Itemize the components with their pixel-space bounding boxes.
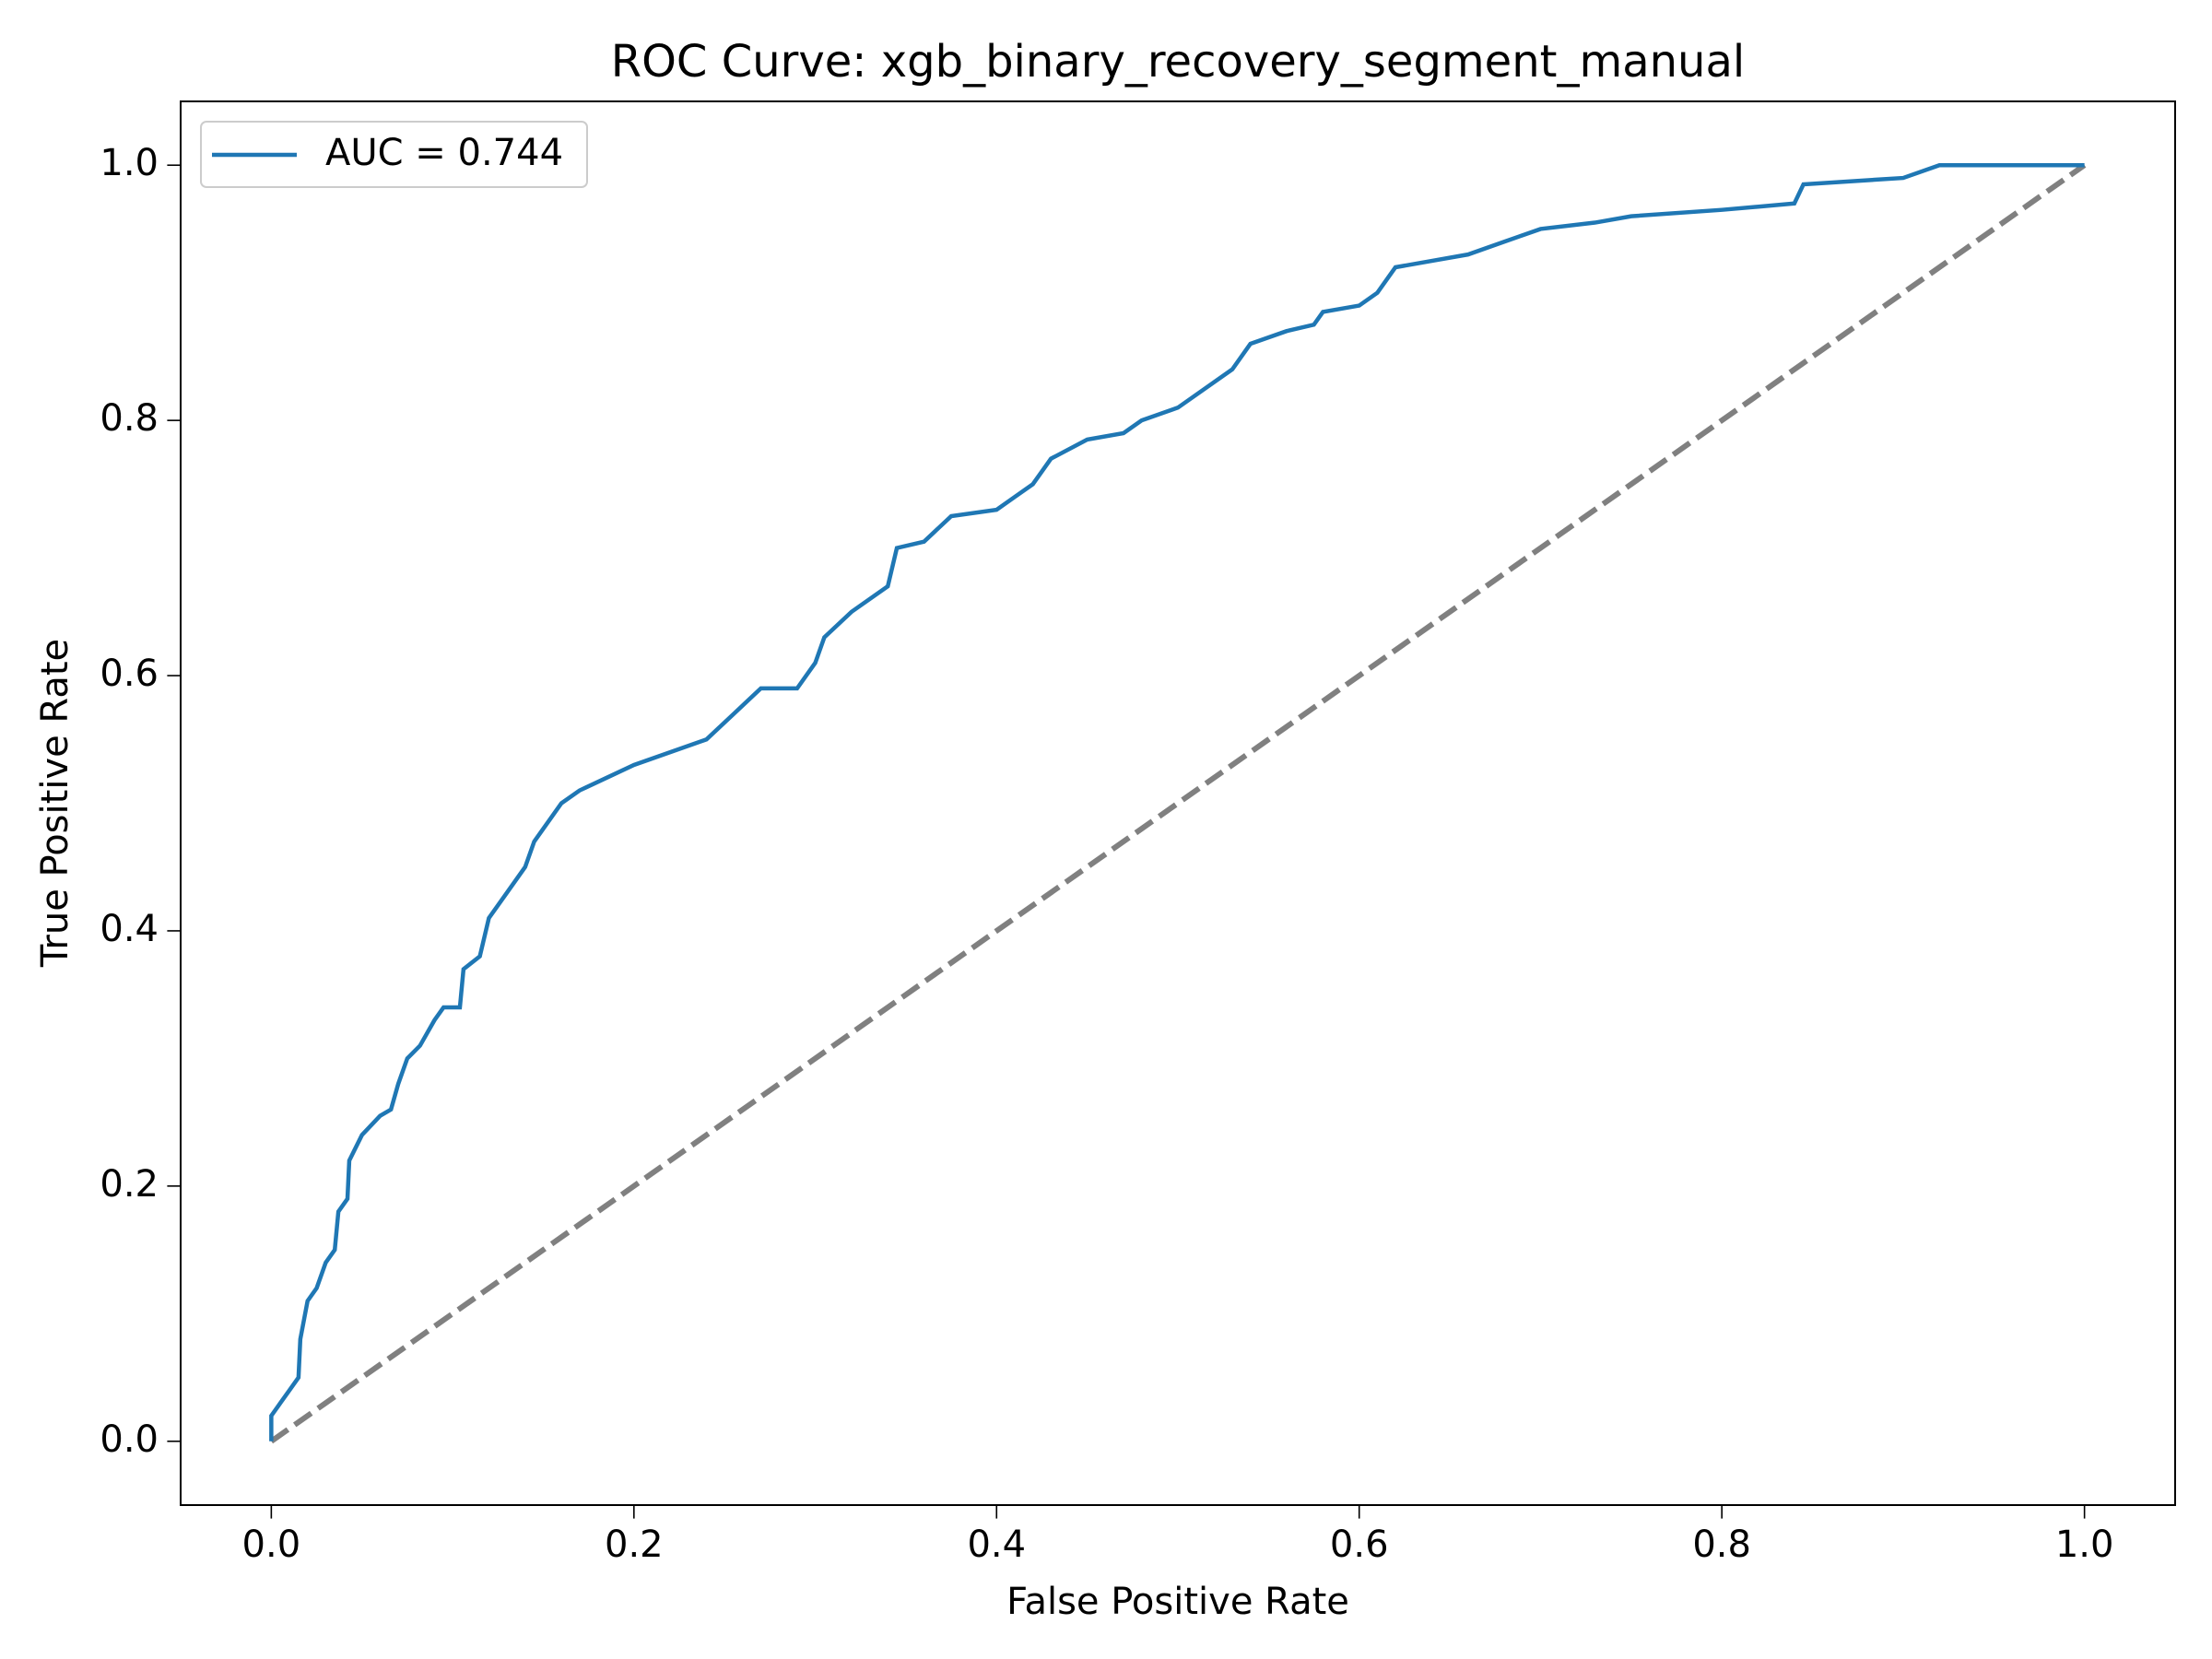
y-tick-label: 0.4: [100, 908, 159, 950]
x-tick-label: 0.4: [967, 1524, 1026, 1566]
y-tick-label: 0.8: [100, 397, 159, 440]
legend-box: [200, 121, 588, 188]
chart-title: ROC Curve: xgb_binary_recovery_segment_m…: [611, 36, 1745, 88]
y-tick-label: 0.2: [100, 1163, 159, 1206]
x-tick-label: 0.8: [1692, 1524, 1751, 1566]
y-axis-label: True Positive Rate: [34, 639, 76, 968]
x-tick-label: 1.0: [2055, 1524, 2114, 1566]
x-tick-label: 0.6: [1330, 1524, 1389, 1566]
legend-label: AUC = 0.744: [325, 132, 563, 174]
reference-line: [269, 162, 2087, 1444]
y-tick-label: 1.0: [100, 142, 159, 184]
x-tick-label: 0.2: [605, 1524, 664, 1566]
y-tick-label: 0.6: [100, 653, 159, 695]
y-tick-label: 0.0: [100, 1418, 159, 1461]
x-axis-label: False Positive Rate: [1006, 1581, 1349, 1623]
x-tick-label: 0.0: [242, 1524, 301, 1566]
roc-line: [269, 162, 2085, 1441]
axes-frame: [180, 100, 2176, 1506]
